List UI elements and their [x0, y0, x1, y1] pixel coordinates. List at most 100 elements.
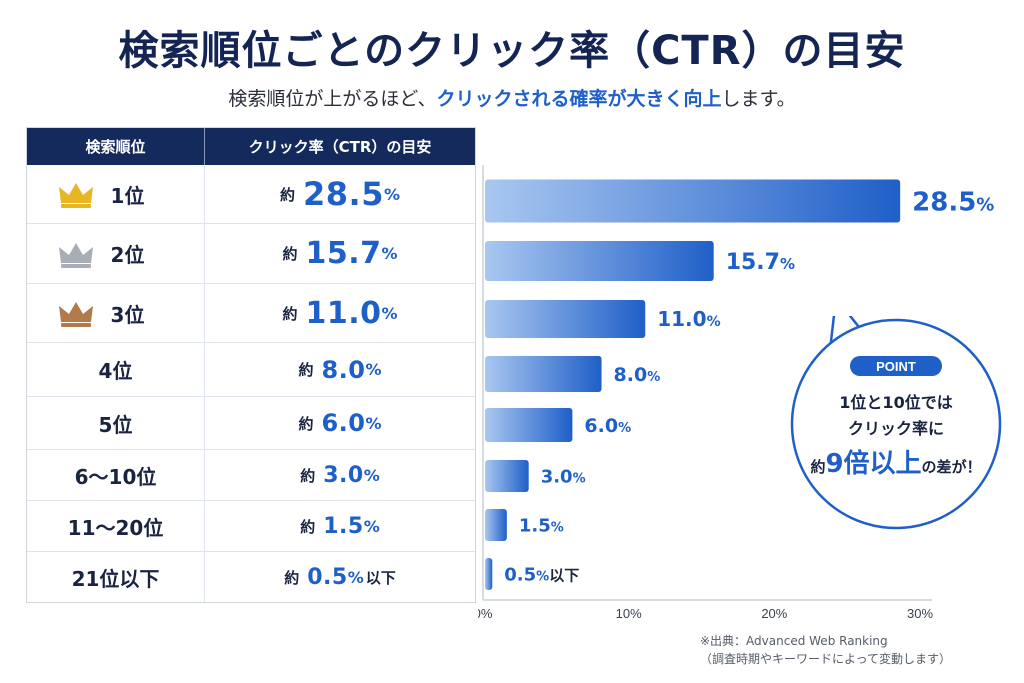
- rank-label: 1位: [110, 183, 145, 208]
- ctr-cell: 約 28.5%: [205, 165, 475, 223]
- bar: [485, 408, 573, 442]
- rank-label: 4位: [98, 359, 133, 383]
- ctr-prefix: 約: [298, 414, 314, 433]
- data-label: 3.0%: [541, 466, 586, 487]
- ctr-prefix: 約: [284, 568, 300, 587]
- callout-line3-big: 9倍以上: [825, 448, 921, 479]
- ctr-suffix: 以下: [365, 568, 396, 587]
- table-row: 6～10位 約 3.0%: [27, 449, 475, 500]
- table-row: 2位 約 15.7%: [27, 223, 475, 283]
- rank-cell: 4位: [27, 343, 205, 396]
- silver-crown-icon: [59, 242, 93, 268]
- gold-crown-icon: [59, 183, 93, 208]
- ctr-unit: %: [363, 465, 380, 485]
- ctr-value: 3.0: [323, 462, 364, 488]
- data-label-unit: %: [707, 314, 721, 330]
- ctr-value: 11.0: [305, 295, 382, 331]
- ctr-cell: 約 6.0%: [205, 397, 475, 449]
- rank-cell: 11～20位: [27, 501, 205, 551]
- ctr-cell: 約 8.0%: [205, 343, 475, 396]
- ctr-unit: %: [365, 360, 382, 379]
- data-label: 1.5%: [519, 515, 564, 536]
- point-badge: [850, 356, 942, 376]
- data-label-unit: %: [551, 520, 564, 535]
- rank-cell: 3位: [27, 284, 205, 342]
- ctr-unit: %: [347, 567, 364, 587]
- bar: [485, 300, 646, 338]
- ctr-value: 1.5: [323, 513, 364, 539]
- bar: [485, 460, 529, 492]
- ctr-value: 15.7: [305, 236, 382, 271]
- data-label: 15.7%: [726, 250, 795, 275]
- callout-line1: 1位と10位では: [839, 393, 952, 412]
- table-body: 1位約 28.5% 2位約 15.7% 3位約 11.0% 4位約 8.0% 5位約 6.0% 6～…: [27, 165, 475, 602]
- ctr-prefix: 約: [282, 304, 298, 323]
- x-tick-label: 20%: [761, 606, 787, 621]
- ctr-prefix: 約: [280, 185, 296, 204]
- ctr-value: 0.5: [307, 564, 348, 590]
- data-label-value: 0.5: [504, 564, 536, 585]
- x-tick-label: 0%: [478, 606, 493, 621]
- ctr-cell: 約 1.5%: [205, 501, 475, 551]
- subtitle-pre: 検索順位が上がるほど、: [228, 88, 437, 110]
- data-label: 0.5%以下: [504, 564, 579, 585]
- table-row: 4位 約 8.0%: [27, 342, 475, 396]
- bar-chart: 28.5%15.7%11.0%8.0%6.0%3.0%1.5%0.5%以下0%1…: [478, 160, 1008, 630]
- data-label: 11.0%: [657, 307, 720, 331]
- callout-line3-pre: 約: [810, 458, 825, 476]
- x-tick-label: 10%: [616, 606, 642, 621]
- rank-cell: 21位以下: [27, 552, 205, 602]
- bar: [485, 179, 901, 223]
- data-label: 6.0%: [584, 415, 631, 437]
- table-header: 検索順位 クリック率（CTR）の目安: [27, 128, 475, 165]
- table-row: 1位 約 28.5%: [27, 165, 475, 223]
- data-label-value: 28.5: [912, 187, 976, 217]
- data-label-unit: %: [976, 194, 994, 215]
- source-note: ※出典：Advanced Web Ranking （調査時期やキーワードによって…: [700, 632, 951, 668]
- table-row: 3位 約 11.0%: [27, 283, 475, 342]
- bar: [485, 356, 602, 392]
- data-label-value: 1.5: [519, 515, 551, 536]
- table-row: 21位以下 約 0.5% 以下: [27, 551, 475, 602]
- ctr-prefix: 約: [300, 517, 316, 536]
- header-ctr: クリック率（CTR）の目安: [248, 138, 432, 156]
- ctr-value: 28.5: [303, 175, 384, 213]
- data-label-value: 6.0: [584, 415, 618, 437]
- rank-label: 6～10位: [74, 464, 157, 489]
- bar: [485, 558, 493, 590]
- subtitle-highlight: クリックされる確率が大きく向上: [436, 88, 722, 110]
- data-label-unit: %: [573, 471, 586, 486]
- data-label-value: 11.0: [657, 307, 706, 331]
- header-rank: 検索順位: [27, 128, 205, 165]
- callout-circle: [790, 318, 1002, 530]
- ctr-cell: 約 15.7%: [205, 224, 475, 283]
- data-label-unit: %: [647, 370, 660, 385]
- ctr-value: 8.0: [321, 355, 366, 384]
- rank-label: 11～20位: [67, 515, 164, 540]
- data-label-suffix: 以下: [549, 566, 579, 584]
- data-label-unit: %: [618, 421, 631, 436]
- callout-line3: 約9倍以上の差が！: [810, 448, 981, 479]
- ctr-prefix: 約: [300, 466, 316, 485]
- bar: [485, 241, 714, 281]
- data-label-unit: %: [780, 255, 795, 273]
- ctr-unit: %: [381, 303, 398, 323]
- data-label: 8.0%: [614, 364, 661, 386]
- subtitle-post: します。: [721, 88, 796, 110]
- source-line2: （調査時期やキーワードによって変動します）: [700, 652, 952, 666]
- rank-cell: 6～10位: [27, 450, 205, 500]
- rank-label: 2位: [110, 243, 145, 267]
- ctr-cell: 約 11.0%: [205, 284, 475, 342]
- page-title: 検索順位ごとのクリック率（CTR）の目安: [118, 28, 906, 74]
- bronze-crown-icon: [59, 302, 93, 327]
- data-label: 28.5%: [912, 187, 994, 217]
- rank-cell: 5位: [27, 397, 205, 449]
- x-tick-label: 30%: [907, 606, 933, 621]
- bar: [485, 509, 507, 541]
- ctr-unit: %: [383, 184, 400, 204]
- ctr-value: 6.0: [321, 409, 366, 437]
- rank-label: 3位: [110, 302, 145, 327]
- ctr-unit: %: [365, 413, 382, 433]
- subtitle: 検索順位が上がるほど、クリックされる確率が大きく向上します。: [0, 84, 1024, 111]
- rank-cell: 2位: [27, 224, 205, 283]
